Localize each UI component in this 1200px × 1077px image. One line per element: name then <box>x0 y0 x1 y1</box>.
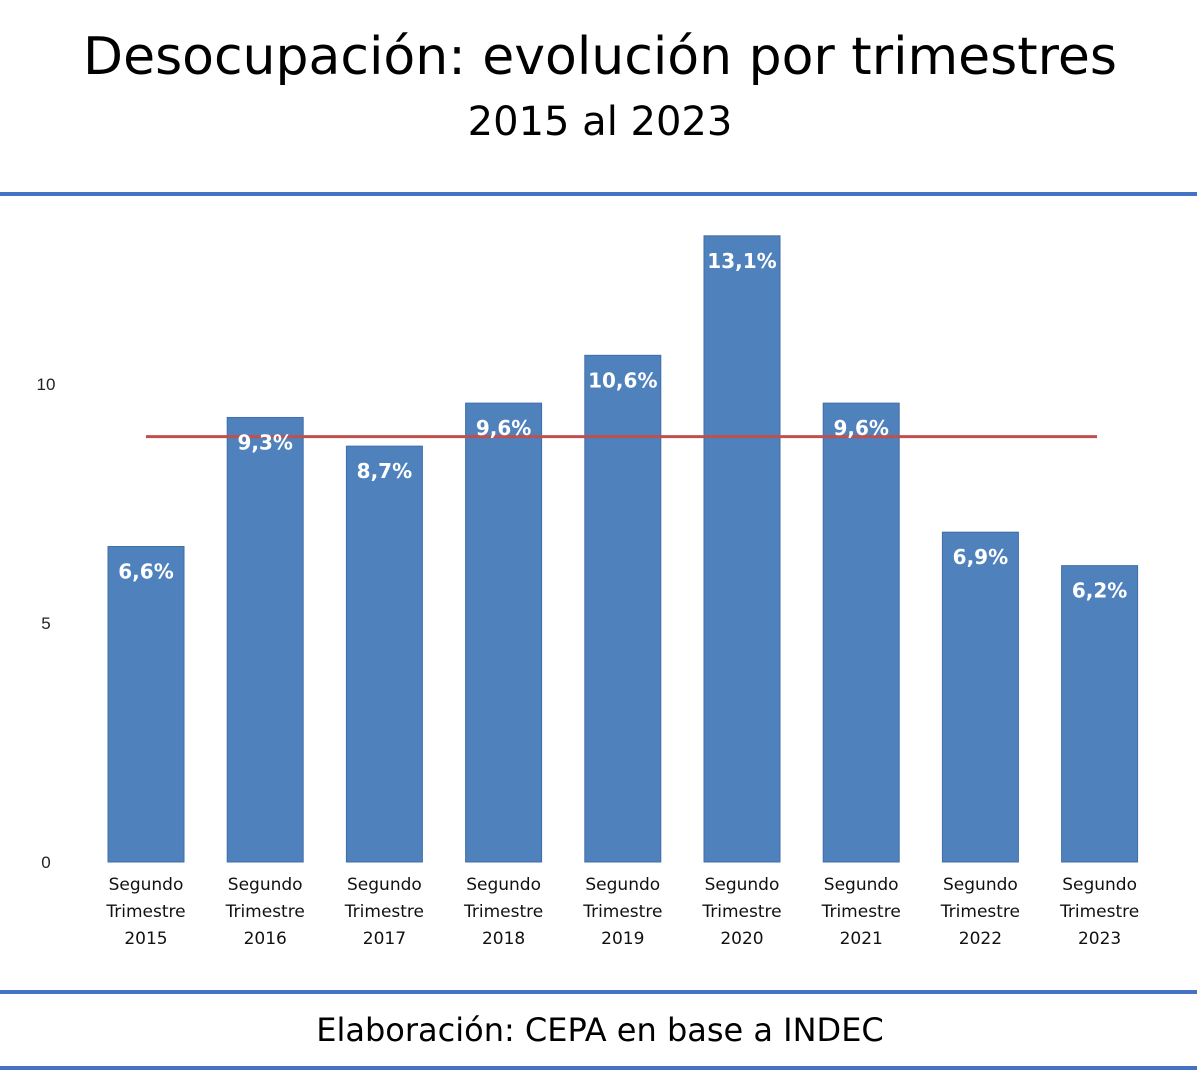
x-tick-label: Segundo Trimestre 2019 <box>582 875 662 949</box>
y-tick-label: 5 <box>41 614 50 633</box>
bar-value-label: 6,2% <box>1072 579 1127 603</box>
bar-value-label: 6,9% <box>953 545 1008 569</box>
x-tick-label: Segundo Trimestre 2017 <box>344 875 424 949</box>
footer-divider-top <box>0 990 1197 994</box>
x-tick-line: Trimestre <box>105 902 185 922</box>
bar <box>465 402 543 863</box>
bar <box>822 402 900 863</box>
source-note: Elaboración: CEPA en base a INDEC <box>316 1011 884 1049</box>
y-tick-label: 0 <box>41 853 50 872</box>
data-labels: 6,6% 9,3% 8,7% 9,6% 10,6% 13,1% 9,6% 6,9% 6,2% <box>118 249 1127 603</box>
x-tick-line: Segundo <box>228 875 303 895</box>
bar <box>941 531 1019 863</box>
x-tick-line: 2019 <box>601 929 644 949</box>
x-tick-line: Trimestre <box>582 902 662 922</box>
x-tick-line: Segundo <box>109 875 184 895</box>
x-tick-line: 2023 <box>1078 929 1121 949</box>
x-tick-line: Trimestre <box>940 902 1020 922</box>
x-tick-line: 2016 <box>244 929 287 949</box>
bar-value-label: 10,6% <box>588 368 657 392</box>
bar-value-label: 9,3% <box>237 430 292 454</box>
bar <box>584 354 662 863</box>
x-tick-line: Trimestre <box>225 902 305 922</box>
x-tick-line: 2021 <box>840 929 883 949</box>
footer-divider-bottom <box>0 1066 1197 1070</box>
x-tick-line: 2018 <box>482 929 525 949</box>
chart-title: Desocupación: evolución por trimestres <box>83 27 1117 87</box>
x-tick-line: Trimestre <box>463 902 543 922</box>
y-axis: 0 5 10 <box>37 375 56 872</box>
x-tick-line: Trimestre <box>821 902 901 922</box>
x-tick-label: Segundo Trimestre 2021 <box>821 875 901 949</box>
x-tick-line: 2022 <box>959 929 1002 949</box>
x-tick-line: Segundo <box>824 875 899 895</box>
x-tick-line: Segundo <box>705 875 780 895</box>
bar-value-label: 13,1% <box>707 249 776 273</box>
x-tick-line: Trimestre <box>701 902 781 922</box>
x-tick-label: Segundo Trimestre 2020 <box>701 875 781 949</box>
x-tick-line: Segundo <box>466 875 541 895</box>
y-tick-label: 10 <box>37 375 56 394</box>
bar-value-label: 9,6% <box>476 416 531 440</box>
x-tick-label: Segundo Trimestre 2015 <box>105 875 185 949</box>
x-tick-line: 2020 <box>720 929 763 949</box>
chart-subtitle: 2015 al 2023 <box>467 99 733 145</box>
x-tick-label: Segundo Trimestre 2023 <box>1059 875 1139 949</box>
x-tick-label: Segundo Trimestre 2022 <box>940 875 1020 949</box>
x-tick-line: 2015 <box>124 929 167 949</box>
bar <box>703 235 781 863</box>
top-divider <box>0 192 1197 196</box>
x-tick-line: Trimestre <box>1059 902 1139 922</box>
x-tick-line: 2017 <box>363 929 406 949</box>
bar-value-label: 8,7% <box>357 459 412 483</box>
x-tick-label: Segundo Trimestre 2016 <box>225 875 305 949</box>
bar <box>107 546 185 863</box>
bar-value-label: 6,6% <box>118 560 173 584</box>
x-tick-line: Segundo <box>943 875 1018 895</box>
x-tick-line: Segundo <box>585 875 660 895</box>
x-tick-line: Segundo <box>1062 875 1137 895</box>
bar <box>226 416 304 863</box>
bars <box>107 235 1139 863</box>
bar-value-label: 9,6% <box>833 416 888 440</box>
x-tick-label: Segundo Trimestre 2018 <box>463 875 543 949</box>
x-tick-line: Segundo <box>347 875 422 895</box>
bar <box>345 445 423 863</box>
x-axis: Segundo Trimestre 2015 Segundo Trimestre 2016… <box>105 875 1139 949</box>
x-tick-line: Trimestre <box>344 902 424 922</box>
bar <box>1061 565 1139 863</box>
